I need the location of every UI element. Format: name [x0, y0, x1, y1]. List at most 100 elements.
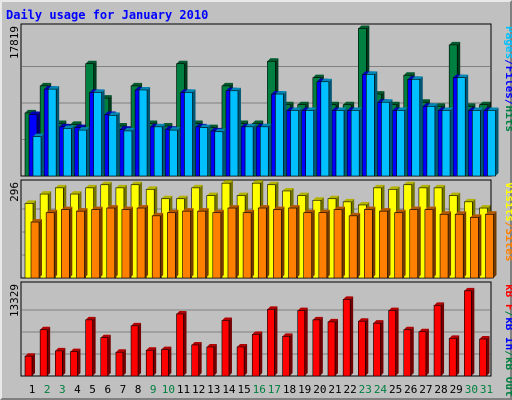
bar-top: [258, 205, 270, 209]
bar-top: [442, 107, 454, 111]
bar-side: [160, 212, 164, 278]
bar-top: [48, 86, 60, 90]
bar-side: [319, 316, 323, 376]
bar-top: [409, 206, 421, 210]
bar-top: [100, 334, 111, 338]
bar-top: [176, 310, 187, 314]
bar-side: [456, 335, 460, 376]
bar-top: [252, 331, 263, 335]
bar-sites-day-17: [273, 209, 282, 279]
bar-side: [448, 211, 452, 278]
panel-series-legend: Pages/Files/Hits: [503, 26, 512, 132]
x-tick-label: 30: [465, 383, 478, 396]
bar-pages-day-1: [32, 136, 42, 177]
bar-side: [342, 206, 345, 278]
bar-top: [115, 349, 126, 353]
bar-top: [123, 127, 135, 131]
bar-side: [463, 211, 467, 278]
bar-top: [297, 307, 308, 311]
bar-side: [69, 206, 73, 278]
bar-side: [425, 328, 429, 376]
bar-side: [402, 209, 406, 278]
bar-top: [297, 192, 309, 196]
bar-top: [197, 208, 209, 212]
bar-top: [61, 206, 73, 210]
bar-top: [487, 107, 499, 111]
bar-top: [403, 181, 415, 185]
x-tick-label: 21: [328, 383, 341, 396]
bar-kb-f-day-25: [388, 310, 396, 377]
panel-max-label: 17819: [8, 26, 21, 59]
bar-top: [131, 181, 143, 185]
legend-part: /: [503, 350, 512, 357]
bar-top: [137, 205, 149, 209]
bar-kb-f-day-4: [70, 351, 78, 377]
bar-kb-f-day-6: [100, 337, 109, 377]
bar-pages-day-14: [229, 90, 239, 177]
x-tick-label: 7: [120, 383, 127, 396]
bar-top: [260, 123, 272, 127]
bar-side: [84, 208, 88, 278]
bar-pages-day-4: [78, 129, 87, 177]
bar-top: [146, 347, 157, 351]
bar-side: [222, 128, 226, 176]
bar-sites-day-15: [242, 212, 252, 279]
bar-top: [227, 205, 239, 209]
panel-series-legend: Visits/Sites: [503, 182, 512, 262]
bar-side: [374, 71, 378, 176]
bar-sites-day-1: [30, 221, 40, 279]
bar-kb-f-day-29: [448, 338, 457, 377]
bar-pages-day-25: [396, 110, 405, 177]
bar-side: [251, 209, 255, 278]
bar-top: [199, 124, 211, 128]
bar-top: [318, 209, 330, 213]
bar-top: [76, 208, 88, 212]
x-tick-label: 31: [480, 383, 493, 396]
bar-top: [403, 72, 415, 76]
bar-pages-day-20: [320, 81, 330, 177]
bar-top: [426, 103, 438, 107]
bar-pages-day-9: [153, 126, 163, 177]
bar-sites-day-8: [136, 207, 146, 279]
chart-title: Daily usage for January 2010: [6, 8, 208, 22]
bar-pages-day-30: [472, 110, 481, 177]
bar-top: [267, 58, 279, 62]
bar-side: [114, 205, 118, 278]
bar-top: [267, 306, 278, 310]
bar-top: [457, 74, 469, 78]
bar-side: [389, 99, 393, 176]
bar-kb-f-day-7: [115, 351, 124, 377]
panel-series-legend: kB F/kB In/kB Out: [503, 284, 512, 397]
bar-kb-f-day-16: [251, 334, 260, 377]
bar-sites-day-14: [227, 207, 237, 279]
bar-kb-f-day-8: [130, 325, 139, 377]
bar-side: [168, 346, 172, 376]
bar-top: [424, 206, 436, 210]
bar-side: [153, 347, 157, 376]
x-tick-label: 12: [192, 383, 205, 396]
bar-top: [485, 211, 497, 215]
bar-top: [434, 302, 445, 306]
bar-side: [213, 343, 217, 376]
bar-pages-day-27: [426, 106, 436, 177]
bar-top: [229, 87, 241, 91]
bar-pages-day-24: [381, 101, 390, 177]
bar-top: [154, 123, 166, 127]
bar-side: [419, 76, 423, 176]
bar-side: [228, 317, 232, 376]
panel-visits_sites: 296 Visits/Sites: [8, 179, 512, 279]
x-tick-label: 24: [374, 383, 388, 396]
bar-kb-f-day-20: [312, 319, 321, 377]
bar-top: [479, 205, 491, 209]
bar-side: [434, 103, 438, 176]
x-tick-label: 6: [104, 383, 111, 396]
x-tick-label: 25: [389, 383, 402, 396]
bar-side: [365, 318, 369, 376]
bar-top: [288, 205, 300, 209]
bar-sites-day-3: [60, 209, 70, 279]
bar-kb-f-day-11: [176, 313, 184, 377]
bar-side: [259, 331, 263, 376]
bar-top: [464, 287, 475, 291]
bar-sites-day-27: [424, 209, 434, 279]
